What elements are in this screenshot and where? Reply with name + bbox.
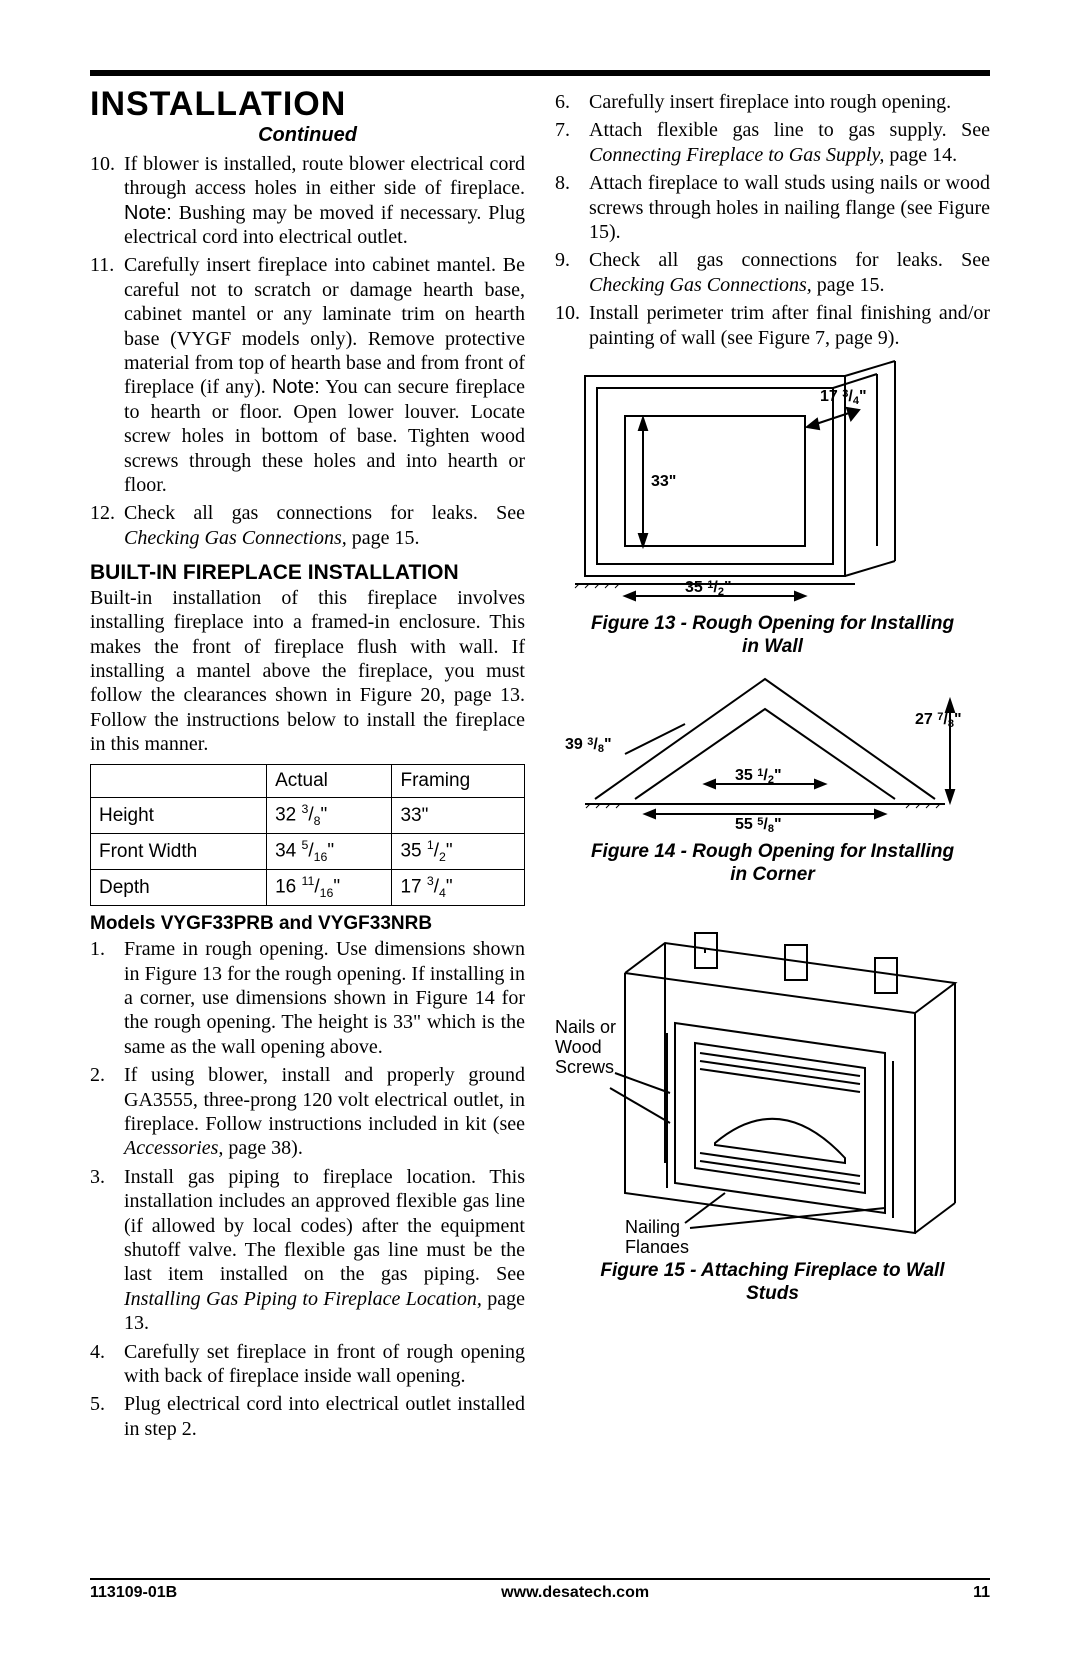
list-item: 6.Carefully insert fireplace into rough …: [555, 90, 990, 114]
list-item: 5.Plug electrical cord into electrical o…: [90, 1392, 525, 1441]
dimensions-table: ActualFramingHeight32 3/8"33"Front Width…: [90, 764, 525, 906]
footer-url: www.desatech.com: [501, 1584, 649, 1602]
right-column: 6.Carefully insert fireplace into rough …: [555, 84, 990, 1445]
figure-14-svg: 39 3/8" 27 7/8" 35 1/2" 55 5/8": [555, 664, 975, 834]
builtin-paragraph: Built-in installation of this fireplace …: [90, 586, 525, 757]
list-item-text: Carefully insert fireplace into cabinet …: [124, 253, 525, 497]
list-item-text: If blower is installed, route blower ele…: [124, 152, 525, 250]
figure-15: Nails or Wood Screws Nailing Flanges Fig…: [555, 893, 990, 1305]
figure-15-caption: Figure 15 - Attaching Fireplace to WallS…: [555, 1259, 990, 1305]
table-cell: Front Width: [91, 833, 267, 869]
table-cell: 17 3/4": [392, 869, 525, 905]
list-item-number: 4.: [90, 1340, 124, 1389]
list-item-text: Install perimeter trim after final finis…: [589, 301, 990, 350]
install-steps-continued: 10.If blower is installed, route blower …: [90, 152, 525, 550]
table-cell: Depth: [91, 869, 267, 905]
table-header-cell: Actual: [267, 765, 392, 797]
list-item-text: Carefully set fireplace in front of roug…: [124, 1340, 525, 1389]
left-column: INSTALLATION Continued 10.If blower is i…: [90, 84, 525, 1445]
fig14-height-label: 27 7/8": [915, 711, 962, 730]
footer-rule: [90, 1578, 990, 1580]
page-footer: 113109-01B www.desatech.com 11: [90, 1578, 990, 1602]
figure-13-caption: Figure 13 - Rough Opening for Installing…: [555, 612, 990, 658]
top-rule: [90, 70, 990, 76]
table-cell: 16 11/16": [267, 869, 392, 905]
list-item-text: Frame in rough opening. Use dimensions s…: [124, 937, 525, 1059]
fig15-flanges-label: Nailing Flanges: [625, 1217, 689, 1253]
list-item-number: 7.: [555, 118, 589, 167]
table-cell: 34 5/16": [267, 833, 392, 869]
section-title: INSTALLATION: [90, 84, 525, 125]
list-item: 8.Attach fireplace to wall studs using n…: [555, 171, 990, 244]
builtin-heading: BUILT-IN FIREPLACE INSTALLATION: [90, 560, 525, 586]
list-item-text: Install gas piping to fireplace location…: [124, 1165, 525, 1336]
figure-14-caption: Figure 14 - Rough Opening for Installing…: [555, 840, 990, 886]
table-header-cell: Framing: [392, 765, 525, 797]
list-item-text: Attach flexible gas line to gas supply. …: [589, 118, 990, 167]
table-cell: 35 1/2": [392, 833, 525, 869]
footer-doc-number: 113109-01B: [90, 1584, 177, 1602]
fig13-height-label: 33": [651, 473, 676, 490]
table-cell: 32 3/8": [267, 797, 392, 833]
fig14-back-label: 39 3/8": [565, 736, 612, 755]
list-item-number: 11.: [90, 253, 124, 497]
list-item: 11.Carefully insert fireplace into cabin…: [90, 253, 525, 497]
list-item: 2.If using blower, install and properly …: [90, 1063, 525, 1161]
list-item-number: 3.: [90, 1165, 124, 1336]
list-item-text: Carefully insert fireplace into rough op…: [589, 90, 990, 114]
list-item-number: 1.: [90, 937, 124, 1059]
footer-page-number: 11: [973, 1584, 990, 1602]
install-steps-right: 6.Carefully insert fireplace into rough …: [555, 90, 990, 350]
list-item-text: Attach fireplace to wall studs using nai…: [589, 171, 990, 244]
list-item-text: If using blower, install and properly gr…: [124, 1063, 525, 1161]
models-steps: 1.Frame in rough opening. Use dimensions…: [90, 937, 525, 1441]
list-item: 10.Install perimeter trim after final fi…: [555, 301, 990, 350]
list-item-number: 2.: [90, 1063, 124, 1161]
list-item: 1.Frame in rough opening. Use dimensions…: [90, 937, 525, 1059]
list-item-text: Plug electrical cord into electrical out…: [124, 1392, 525, 1441]
list-item: 12.Check all gas connections for leaks. …: [90, 501, 525, 550]
list-item-number: 12.: [90, 501, 124, 550]
figure-13: 33" 17 3/4" 35 1/2" Figure 13 - Rough Op…: [555, 356, 990, 658]
list-item-number: 6.: [555, 90, 589, 114]
figure-14: 39 3/8" 27 7/8" 35 1/2" 55 5/8" Figure 1…: [555, 664, 990, 886]
table-cell: Height: [91, 797, 267, 833]
page-content: INSTALLATION Continued 10.If blower is i…: [90, 70, 990, 1445]
figure-13-svg: 33" 17 3/4" 35 1/2": [555, 356, 915, 606]
fig13-depth-label: 17 3/4": [820, 388, 867, 407]
list-item: 7.Attach flexible gas line to gas supply…: [555, 118, 990, 167]
list-item-text: Check all gas connections for leaks. See…: [124, 501, 525, 550]
list-item: 10.If blower is installed, route blower …: [90, 152, 525, 250]
list-item-text: Check all gas connections for leaks. See…: [589, 248, 990, 297]
table-header-cell: [91, 765, 267, 797]
list-item-number: 10.: [90, 152, 124, 250]
fig15-nails-label: Nails or Wood Screws: [555, 1017, 621, 1077]
list-item-number: 9.: [555, 248, 589, 297]
list-item: 4.Carefully set fireplace in front of ro…: [90, 1340, 525, 1389]
list-item: 9.Check all gas connections for leaks. S…: [555, 248, 990, 297]
table-row: Depth16 11/16"17 3/4": [91, 869, 525, 905]
list-item-number: 5.: [90, 1392, 124, 1441]
table-row: Height32 3/8"33": [91, 797, 525, 833]
section-subtitle: Continued: [90, 123, 525, 147]
list-item-number: 8.: [555, 171, 589, 244]
table-cell: 33": [392, 797, 525, 833]
models-heading: Models VYGF33PRB and VYGF33NRB: [90, 912, 525, 935]
list-item-number: 10.: [555, 301, 589, 350]
fig14-front-label: 55 5/8": [735, 816, 782, 834]
figure-15-svg: Nails or Wood Screws Nailing Flanges: [555, 893, 975, 1253]
two-column-layout: INSTALLATION Continued 10.If blower is i…: [90, 84, 990, 1445]
table-row: Front Width34 5/16"35 1/2": [91, 833, 525, 869]
list-item: 3.Install gas piping to fireplace locati…: [90, 1165, 525, 1336]
